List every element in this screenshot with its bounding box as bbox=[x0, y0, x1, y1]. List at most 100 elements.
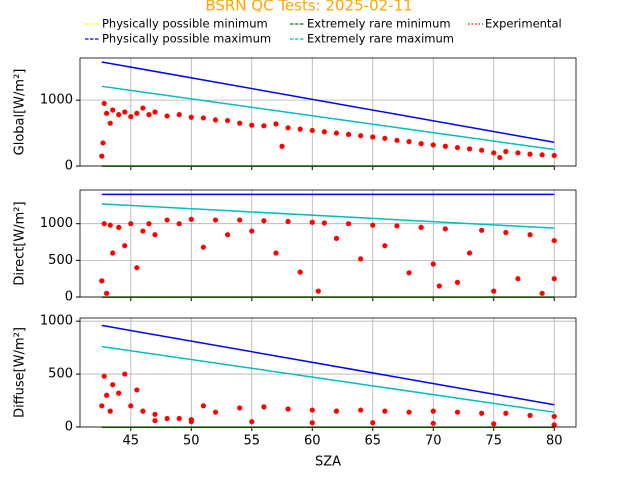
data-point bbox=[99, 153, 105, 159]
y-axis-label: Global[W/m²] bbox=[13, 69, 28, 156]
data-point bbox=[345, 131, 352, 137]
data-point bbox=[152, 232, 158, 238]
data-point bbox=[370, 222, 376, 228]
data-point bbox=[99, 403, 105, 409]
data-point bbox=[418, 141, 424, 147]
data-point bbox=[140, 228, 146, 234]
y-tick-label: 1000 bbox=[40, 93, 73, 108]
x-tick-label: 60 bbox=[304, 434, 321, 449]
data-point bbox=[406, 409, 412, 415]
data-point bbox=[261, 218, 267, 224]
data-point bbox=[116, 390, 122, 396]
data-point bbox=[134, 265, 140, 271]
data-point bbox=[551, 422, 557, 428]
legend-label: Physically possible maximum bbox=[102, 32, 271, 46]
data-point bbox=[551, 413, 557, 420]
data-point bbox=[430, 408, 436, 414]
limit-line bbox=[101, 85, 555, 151]
data-point bbox=[430, 261, 436, 267]
data-point bbox=[176, 415, 182, 422]
data-point bbox=[188, 419, 194, 425]
data-point bbox=[406, 139, 412, 145]
data-point bbox=[128, 114, 134, 120]
data-point bbox=[285, 406, 291, 412]
data-point bbox=[394, 223, 400, 229]
legend-label: Extremely rare minimum bbox=[307, 17, 451, 31]
y-axis-label: Direct[W/m²] bbox=[13, 201, 28, 285]
data-point bbox=[128, 403, 134, 409]
x-axis-label: SZA bbox=[315, 455, 341, 470]
data-point bbox=[101, 221, 107, 227]
data-point bbox=[200, 403, 206, 409]
y-tick-label: 0 bbox=[65, 290, 73, 305]
data-point bbox=[454, 409, 461, 415]
data-point bbox=[212, 217, 219, 223]
data-point bbox=[515, 276, 521, 282]
data-point bbox=[273, 250, 279, 256]
y-tick-label: 0 bbox=[65, 420, 73, 435]
legend-label: Extremely rare maximum bbox=[307, 32, 454, 46]
data-point bbox=[551, 152, 557, 159]
data-point bbox=[430, 142, 436, 148]
data-point bbox=[200, 244, 206, 250]
data-point bbox=[297, 126, 303, 132]
data-point bbox=[466, 146, 473, 152]
data-point bbox=[176, 221, 182, 227]
data-point bbox=[382, 135, 388, 141]
data-point bbox=[249, 419, 255, 425]
data-point bbox=[237, 217, 243, 223]
data-point bbox=[454, 144, 461, 151]
data-point bbox=[128, 221, 134, 227]
data-point bbox=[101, 373, 107, 379]
data-point bbox=[140, 408, 146, 414]
data-point bbox=[321, 220, 327, 226]
data-point bbox=[551, 276, 557, 282]
plot-frame bbox=[79, 57, 577, 167]
data-point bbox=[104, 290, 110, 296]
data-point bbox=[116, 224, 122, 230]
data-point bbox=[140, 105, 146, 111]
data-point bbox=[146, 112, 152, 118]
data-point bbox=[479, 410, 485, 416]
data-point bbox=[527, 232, 533, 238]
x-tick-label: 80 bbox=[546, 434, 563, 449]
data-point bbox=[527, 151, 533, 157]
data-point bbox=[503, 148, 509, 155]
data-point bbox=[285, 125, 291, 131]
data-point bbox=[261, 404, 267, 410]
data-point bbox=[491, 150, 497, 156]
data-point bbox=[479, 227, 485, 233]
data-point bbox=[309, 127, 315, 134]
plot-frame bbox=[79, 317, 577, 428]
data-point bbox=[333, 408, 340, 414]
x-tick-label: 45 bbox=[123, 434, 140, 449]
data-point bbox=[116, 112, 122, 118]
limit-line bbox=[101, 324, 555, 406]
y-axis-label: Diffuse[W/m²] bbox=[13, 327, 28, 418]
data-point bbox=[394, 137, 400, 143]
data-point bbox=[454, 279, 461, 285]
data-point bbox=[345, 221, 352, 227]
data-point bbox=[309, 420, 315, 426]
data-point bbox=[188, 114, 194, 120]
data-point bbox=[110, 107, 116, 113]
data-point bbox=[261, 123, 267, 129]
data-point bbox=[237, 405, 243, 411]
data-point bbox=[110, 382, 116, 388]
data-point bbox=[321, 129, 327, 135]
data-point bbox=[285, 218, 291, 225]
data-point bbox=[212, 409, 219, 415]
data-point bbox=[491, 288, 497, 294]
data-point bbox=[503, 229, 509, 236]
data-point bbox=[358, 133, 364, 139]
legend-label: Physically possible minimum bbox=[102, 17, 268, 31]
data-point bbox=[107, 222, 113, 228]
data-point bbox=[200, 115, 206, 121]
data-point bbox=[539, 152, 545, 158]
data-point bbox=[134, 110, 140, 116]
data-point bbox=[430, 420, 436, 426]
data-point bbox=[418, 224, 424, 230]
data-point bbox=[237, 120, 243, 126]
x-tick-label: 70 bbox=[425, 434, 442, 449]
data-point bbox=[279, 143, 285, 149]
